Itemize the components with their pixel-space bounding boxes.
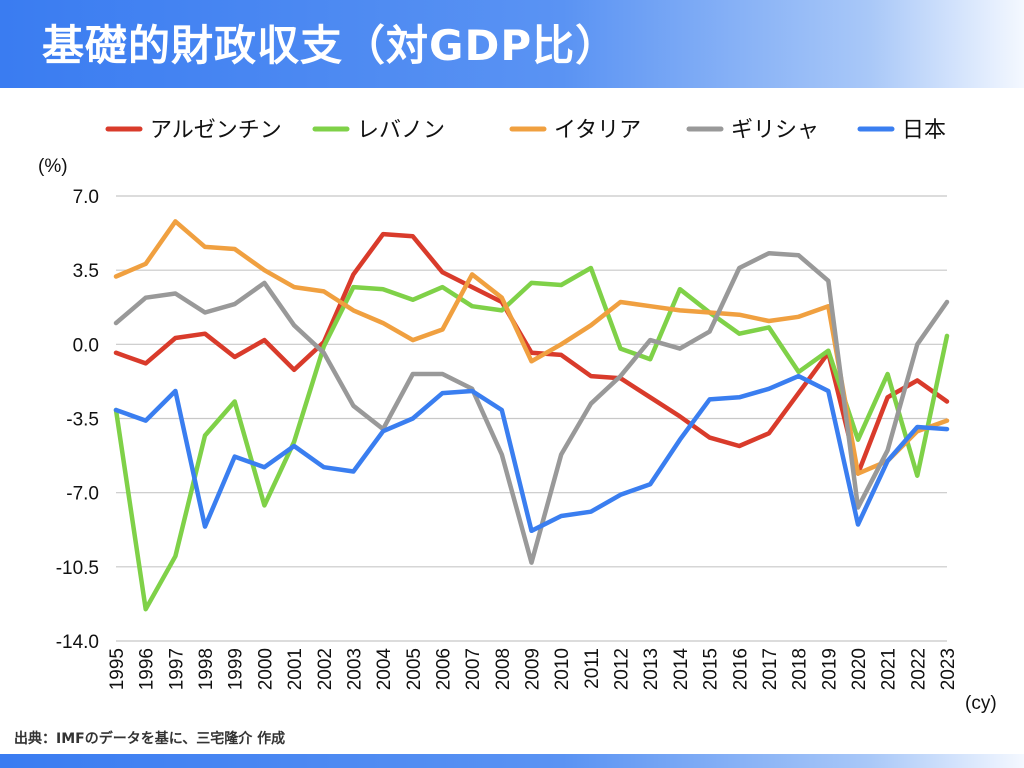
- x-tick-label: 2022: [908, 648, 929, 690]
- legend-item: イタリア: [509, 118, 641, 143]
- x-tick-label: 2012: [612, 648, 633, 690]
- x-tick-label: 2016: [730, 648, 751, 690]
- legend-label: 日本: [902, 118, 946, 143]
- series-line: [113, 265, 950, 612]
- source-note: 出典：IMFのデータを基に、三宅隆介 作成: [14, 731, 286, 747]
- x-tick-label: 2008: [493, 648, 514, 690]
- series-lines: [113, 219, 950, 612]
- y-tick-label: -3.5: [66, 410, 99, 431]
- gridlines: [116, 195, 947, 642]
- line-chart: アルゼンチン レバノン イタリア ギリシャ 日本 7.0 3.5 0.0 -3.5 -7.0 -1…: [38, 118, 997, 714]
- x-tick-label: 2007: [463, 648, 484, 690]
- series-line: [113, 219, 950, 476]
- x-tick-label: 2005: [404, 648, 425, 690]
- legend-label: アルゼンチン: [150, 118, 282, 143]
- legend-item: 日本: [857, 118, 946, 143]
- legend-item: アルゼンチン: [105, 118, 282, 143]
- title-banner: 基礎的財政収支（対GDP比）: [0, 0, 1024, 88]
- x-tick-label: 2019: [819, 648, 840, 690]
- x-tick-label: 2000: [255, 648, 276, 690]
- x-tick-label: 2009: [523, 648, 544, 690]
- x-tick-label: 2011: [582, 648, 603, 689]
- x-tick-label: 2023: [938, 648, 959, 690]
- y-axis: 7.0 3.5 0.0 -3.5 -7.0 -10.5 -14.0 (%): [38, 156, 99, 653]
- y-tick-label: 3.5: [73, 261, 99, 282]
- y-unit-label: (%): [38, 156, 68, 177]
- x-tick-label: 2020: [849, 648, 870, 690]
- x-tick-label: 2003: [344, 648, 365, 690]
- x-tick-label: 2015: [701, 648, 722, 690]
- series-line: [113, 250, 950, 565]
- x-tick-label: 2002: [315, 648, 336, 690]
- y-tick-label: 0.0: [73, 335, 99, 356]
- x-tick-label: 2013: [641, 648, 662, 690]
- page-title: 基礎的財政収支（対GDP比）: [42, 21, 619, 70]
- x-tick-label: 1998: [196, 648, 217, 690]
- legend-item: レバノン: [312, 118, 445, 143]
- legend-label: イタリア: [554, 118, 641, 143]
- x-tick-label: 1997: [166, 648, 187, 690]
- x-unit-label: (cy): [965, 693, 997, 714]
- footer-bar: [0, 754, 1024, 768]
- x-tick-label: 2004: [374, 648, 395, 691]
- y-tick-label: -7.0: [66, 484, 99, 505]
- x-tick-label: 2021: [879, 648, 900, 690]
- x-tick-label: 2001: [285, 648, 306, 690]
- legend-label: レバノン: [357, 118, 445, 143]
- x-tick-label: 1999: [226, 648, 247, 690]
- x-tick-label: 2014: [671, 648, 692, 691]
- y-tick-label: -14.0: [56, 632, 99, 653]
- x-tick-label: 2017: [760, 648, 781, 690]
- y-tick-label: 7.0: [73, 187, 99, 208]
- series-line: [113, 373, 950, 534]
- x-tick-label: 2010: [552, 648, 573, 690]
- legend-item: ギリシャ: [686, 118, 819, 143]
- x-tick-label: 2006: [433, 648, 454, 690]
- x-tick-label: 1995: [107, 648, 128, 690]
- legend: アルゼンチン レバノン イタリア ギリシャ 日本: [105, 118, 946, 143]
- y-tick-label: -10.5: [56, 558, 99, 579]
- x-axis: 1995 1996 1997 1998 1999 2000 2001 2002 2003 2004…: [107, 648, 997, 714]
- x-tick-label: 2018: [790, 648, 811, 690]
- legend-label: ギリシャ: [731, 118, 819, 143]
- x-tick-label: 1996: [137, 648, 158, 690]
